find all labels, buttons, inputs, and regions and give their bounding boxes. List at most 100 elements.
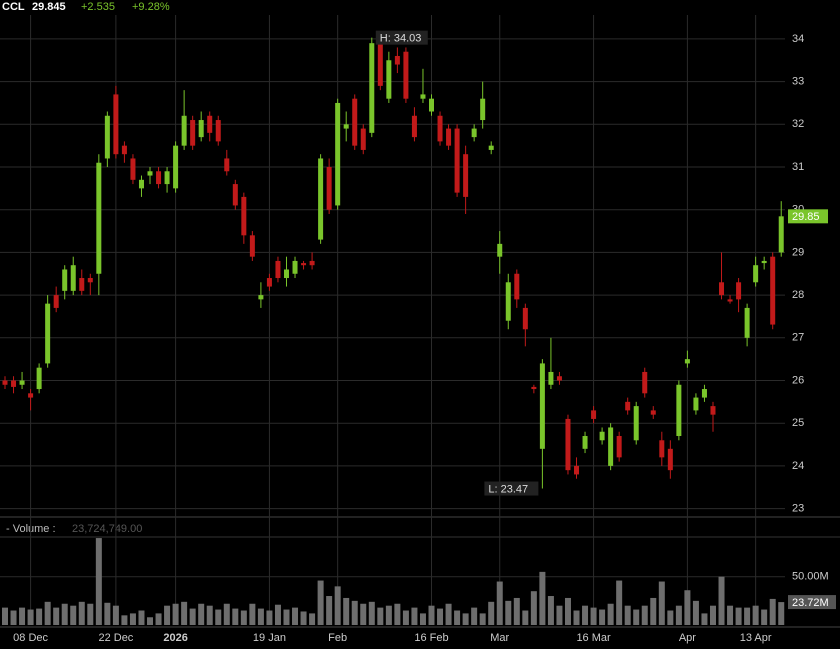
x-tick-label: Feb bbox=[328, 632, 347, 644]
candle-body bbox=[62, 269, 68, 291]
candle-body bbox=[232, 184, 238, 206]
candle-body bbox=[667, 448, 673, 471]
candle-body bbox=[505, 282, 511, 321]
volume-bar bbox=[445, 603, 452, 625]
candle-body bbox=[70, 265, 76, 291]
candle-body bbox=[684, 359, 690, 364]
volume-bar bbox=[650, 597, 657, 625]
volume-bar bbox=[454, 610, 461, 625]
y-tick-label: 34 bbox=[792, 33, 804, 45]
volume-bar bbox=[309, 613, 316, 625]
candle-body bbox=[335, 102, 341, 206]
volume-bar bbox=[590, 607, 597, 625]
candle-body bbox=[36, 367, 42, 390]
volume-bar bbox=[351, 600, 358, 625]
volume-bar bbox=[744, 607, 751, 625]
volume-bar bbox=[78, 601, 85, 625]
volume-bar bbox=[36, 608, 43, 625]
candle-body bbox=[770, 256, 776, 325]
candle-body bbox=[164, 171, 170, 185]
volume-bar bbox=[121, 615, 128, 625]
volume-bar bbox=[70, 605, 77, 625]
y-tick-label: 50.00M bbox=[792, 571, 829, 583]
volume-bar bbox=[769, 598, 776, 625]
candle-body bbox=[2, 380, 8, 385]
x-tick-label: Apr bbox=[679, 632, 696, 644]
volume-bar bbox=[368, 601, 375, 625]
candle-body bbox=[87, 278, 93, 283]
last-volume-label: 23.72M bbox=[792, 597, 829, 609]
candle-body bbox=[565, 418, 571, 471]
y-tick-label: 23 bbox=[792, 503, 804, 515]
volume-bar bbox=[326, 596, 333, 625]
candle-body bbox=[744, 307, 750, 338]
candle-body bbox=[710, 406, 716, 415]
candle-body bbox=[753, 265, 759, 283]
candle-body bbox=[121, 145, 127, 155]
candle-body bbox=[480, 98, 486, 121]
volume-bar bbox=[274, 604, 281, 625]
candle-body bbox=[79, 278, 85, 291]
candle-body bbox=[369, 43, 375, 133]
volume-bar bbox=[2, 607, 8, 625]
volume-bar bbox=[564, 597, 571, 625]
volume-bar bbox=[394, 603, 401, 625]
candle-body bbox=[138, 179, 144, 189]
candle-body bbox=[181, 115, 187, 146]
volume-bar bbox=[727, 605, 734, 625]
candle-body bbox=[309, 260, 315, 266]
candle-body bbox=[45, 303, 51, 364]
volume-bar bbox=[735, 607, 742, 625]
candle-body bbox=[471, 128, 477, 138]
high-label: H: 34.03 bbox=[380, 33, 422, 45]
candle-body bbox=[761, 260, 767, 264]
candle-body bbox=[736, 282, 742, 300]
candle-body bbox=[301, 263, 307, 266]
x-tick-label: Mar bbox=[490, 632, 509, 644]
volume-bar bbox=[181, 601, 188, 625]
candle-body bbox=[574, 465, 580, 475]
volume-bar bbox=[505, 600, 512, 625]
volume-bar bbox=[232, 608, 239, 625]
candle-body bbox=[156, 171, 162, 185]
volume-bar bbox=[138, 610, 145, 625]
change-pct: +9.28% bbox=[132, 1, 170, 13]
candle-body bbox=[360, 128, 366, 150]
x-tick-label: 16 Feb bbox=[414, 632, 448, 644]
candle-body bbox=[633, 406, 639, 441]
candle-body bbox=[283, 269, 289, 279]
candle-body bbox=[377, 43, 383, 86]
y-tick-label: 27 bbox=[792, 332, 804, 344]
volume-bar bbox=[343, 597, 350, 625]
volume-bar bbox=[10, 610, 17, 625]
y-tick-label: 33 bbox=[792, 76, 804, 88]
candle-body bbox=[454, 128, 460, 193]
candle-body bbox=[642, 371, 648, 394]
volume-bar bbox=[471, 607, 478, 625]
candle-body bbox=[488, 145, 494, 150]
volume-bar bbox=[27, 609, 34, 625]
candle-body bbox=[173, 145, 179, 189]
volume-bar bbox=[257, 608, 264, 625]
candle-body bbox=[394, 55, 400, 65]
volume-bar bbox=[147, 617, 154, 625]
candle-body bbox=[625, 401, 631, 411]
y-tick-label: 28 bbox=[792, 289, 804, 301]
candle-body bbox=[608, 427, 614, 466]
candle-body bbox=[266, 278, 272, 287]
volume-bar bbox=[513, 597, 520, 625]
candle-body bbox=[198, 120, 204, 138]
volume-bar bbox=[556, 605, 563, 625]
candle-body bbox=[582, 436, 588, 449]
x-tick-label: 19 Jan bbox=[253, 632, 286, 644]
volume-bar bbox=[530, 591, 537, 625]
y-tick-label: 24 bbox=[792, 460, 804, 472]
x-tick-label: 13 Apr bbox=[740, 632, 772, 644]
candle-body bbox=[352, 98, 358, 146]
candle-body bbox=[53, 295, 59, 308]
candle-body bbox=[531, 386, 537, 390]
candle-body bbox=[437, 115, 443, 142]
volume-bar bbox=[292, 607, 299, 625]
last-volume-tag bbox=[788, 595, 836, 610]
